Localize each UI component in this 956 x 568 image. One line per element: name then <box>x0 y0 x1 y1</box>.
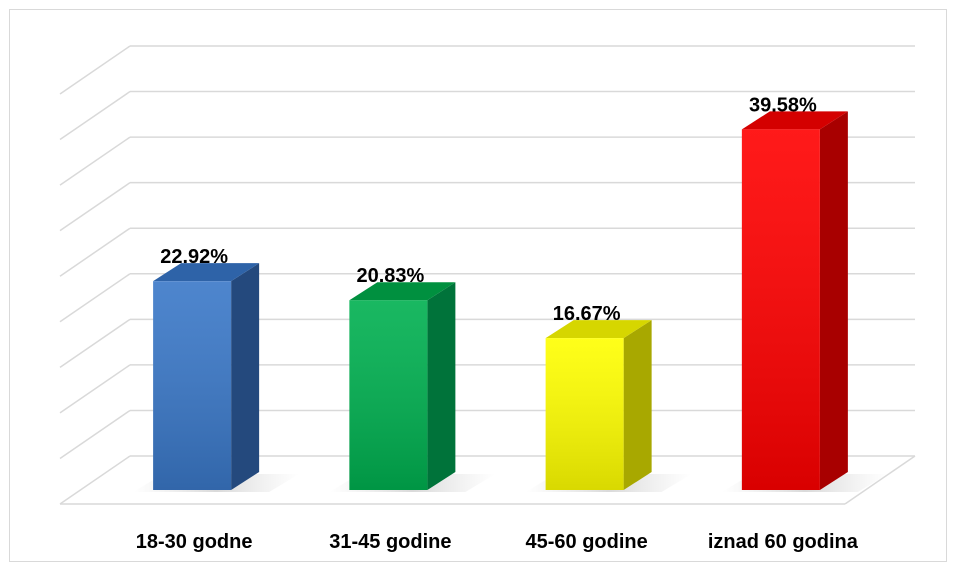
bar-top-face <box>153 263 260 282</box>
category-label: 18-30 godne <box>136 531 253 553</box>
gridline-side <box>59 409 131 460</box>
bar-front-shade <box>741 129 820 490</box>
bar-top-face <box>545 320 652 339</box>
chart-frame: 22.92% 18-30 godne 20.83% 31-45 godine 16.67… <box>9 9 947 562</box>
category-label: 31-45 godine <box>329 531 451 553</box>
gridline-side <box>59 455 131 505</box>
bar-side-face <box>819 111 848 490</box>
category-label: iznad 60 godina <box>708 531 859 553</box>
bar-1 <box>133 263 300 492</box>
bar-top-face <box>349 282 456 301</box>
gridline-side <box>59 182 131 232</box>
floor-right-edge <box>844 455 916 505</box>
bar-chart: 22.92% 18-30 godne 20.83% 31-45 godine 16.67… <box>59 45 916 553</box>
data-label: 22.92% <box>160 246 228 268</box>
bar-front-shade <box>545 338 624 490</box>
gridline-side <box>59 227 131 277</box>
bar-side-face <box>231 263 260 490</box>
data-label: 20.83% <box>356 265 424 287</box>
bar-3 <box>525 320 692 492</box>
gridline-side <box>59 90 131 141</box>
bar-front-shade <box>349 300 428 490</box>
bar-front-shade <box>153 281 232 490</box>
data-label: 16.67% <box>553 303 621 325</box>
bar-side-face <box>623 320 652 490</box>
gridline-side <box>59 364 131 414</box>
gridline-side <box>59 45 131 95</box>
bar-2 <box>329 282 496 492</box>
bars-layer <box>133 111 888 492</box>
gridline-side <box>59 273 131 323</box>
category-label: 45-60 godine <box>525 531 647 553</box>
bar-top-face <box>741 111 848 130</box>
bar-side-face <box>427 282 456 490</box>
data-label: 39.58% <box>749 94 817 116</box>
gridline-side <box>59 136 131 186</box>
labels-layer: 22.92% 18-30 godne 20.83% 31-45 godine 16.67… <box>136 94 859 553</box>
gridline-side <box>59 318 131 368</box>
bar-4 <box>721 111 888 492</box>
